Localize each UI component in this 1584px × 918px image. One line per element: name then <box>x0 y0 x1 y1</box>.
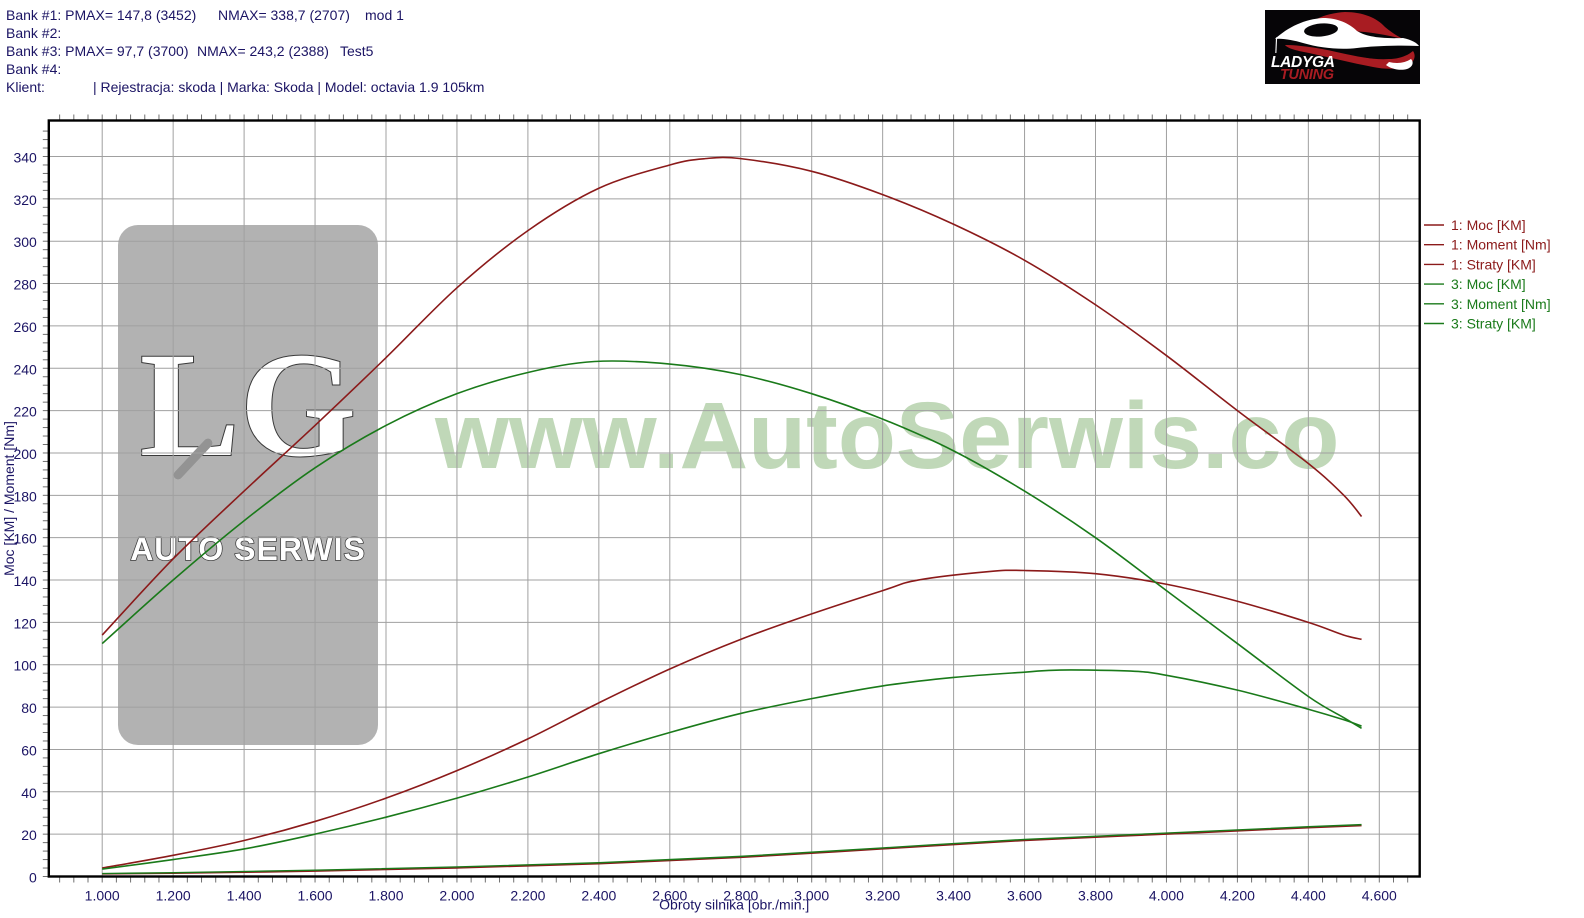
svg-text:TUNING: TUNING <box>1280 67 1334 83</box>
svg-text:3: Moment [Nm]: 3: Moment [Nm] <box>1451 296 1551 312</box>
svg-text:80: 80 <box>21 700 37 716</box>
svg-text:Bank #2:: Bank #2: <box>6 25 61 41</box>
svg-text:1: Moment [Nm]: 1: Moment [Nm] <box>1451 237 1551 253</box>
svg-text:3.800: 3.800 <box>1078 888 1113 904</box>
svg-text:280: 280 <box>13 277 37 293</box>
svg-text:AUTO SERWIS: AUTO SERWIS <box>130 531 366 567</box>
svg-text:120: 120 <box>13 615 37 631</box>
svg-text:Bank #4:: Bank #4: <box>6 61 61 77</box>
svg-text:4.000: 4.000 <box>1149 888 1184 904</box>
svg-text:LG: LG <box>140 322 357 488</box>
svg-text:Moc [KM] / Moment [Nm]: Moc [KM] / Moment [Nm] <box>1 421 17 576</box>
svg-text:220: 220 <box>13 404 37 420</box>
svg-text:300: 300 <box>13 234 37 250</box>
svg-text:3.600: 3.600 <box>1007 888 1042 904</box>
svg-text:340: 340 <box>13 150 37 166</box>
svg-text:1.000: 1.000 <box>85 888 120 904</box>
svg-text:1.600: 1.600 <box>298 888 333 904</box>
svg-text:4.600: 4.600 <box>1362 888 1397 904</box>
svg-text:320: 320 <box>13 192 37 208</box>
svg-text:2.200: 2.200 <box>510 888 545 904</box>
svg-text:www.AutoSerwis.co: www.AutoSerwis.co <box>434 383 1339 489</box>
svg-text:3.200: 3.200 <box>865 888 900 904</box>
svg-text:3.400: 3.400 <box>936 888 971 904</box>
svg-text:100: 100 <box>13 658 37 674</box>
svg-text:0: 0 <box>29 870 37 886</box>
svg-text:4.400: 4.400 <box>1291 888 1326 904</box>
svg-text:1.800: 1.800 <box>368 888 403 904</box>
svg-text:1: Straty [KM]: 1: Straty [KM] <box>1451 256 1536 272</box>
svg-text:20: 20 <box>21 827 37 843</box>
svg-text:3: Moc [KM]: 3: Moc [KM] <box>1451 276 1526 292</box>
svg-text:1.400: 1.400 <box>227 888 262 904</box>
svg-text:40: 40 <box>21 785 37 801</box>
svg-text:260: 260 <box>13 319 37 335</box>
svg-text:240: 240 <box>13 361 37 377</box>
svg-text:60: 60 <box>21 742 37 758</box>
svg-text:Obroty silnika [obr./min.]: Obroty silnika [obr./min.] <box>659 897 809 913</box>
svg-text:2.000: 2.000 <box>439 888 474 904</box>
svg-text:3: Straty [KM]: 3: Straty [KM] <box>1451 316 1536 332</box>
svg-text:2.400: 2.400 <box>581 888 616 904</box>
svg-text:4.200: 4.200 <box>1220 888 1255 904</box>
svg-text:1.200: 1.200 <box>156 888 191 904</box>
svg-text:1: Moc [KM]: 1: Moc [KM] <box>1451 217 1526 233</box>
